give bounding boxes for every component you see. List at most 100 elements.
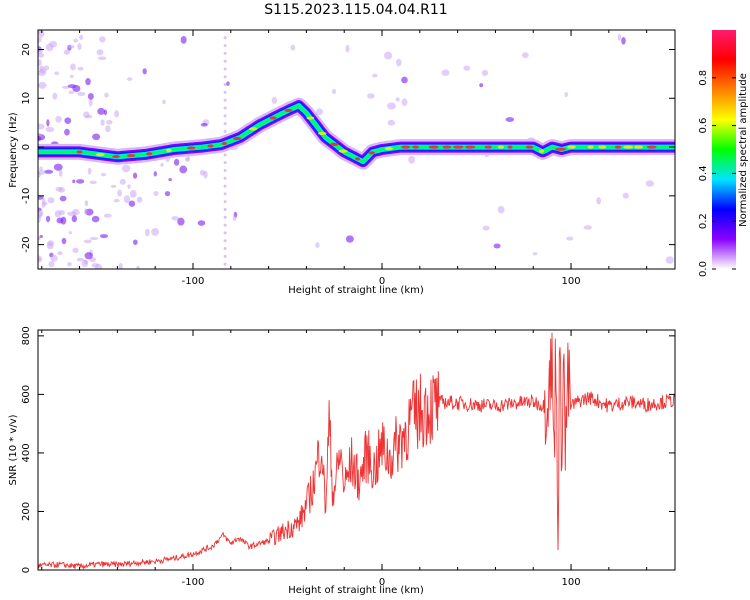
colorbar-tick-label: 0.8	[698, 70, 709, 86]
spectrogram-speckle	[58, 169, 63, 177]
spectrogram-speckle	[128, 200, 136, 207]
spectrogram-speckle	[84, 200, 89, 207]
spectrogram-speckle	[61, 237, 67, 245]
snr-y-label: SNR (10 * v/v)	[8, 414, 19, 485]
spectrogram-hotspot	[338, 149, 348, 153]
spectrogram-speckle	[223, 106, 227, 110]
spectrogram-speckle	[96, 49, 104, 56]
spectrogram-hotspot	[587, 145, 594, 149]
spectrogram-hotspot	[623, 145, 634, 149]
spectrogram-speckle	[521, 52, 529, 59]
spectrogram-speckle	[481, 69, 489, 77]
spectrogram-speckle	[180, 35, 187, 44]
spectrogram-speckle	[396, 58, 402, 67]
spectrogram-speckle	[121, 164, 131, 173]
spectrogram-hotspot	[221, 141, 228, 146]
figure-title: S115.2023.115.04.04.R11	[264, 2, 447, 18]
spectrogram-x-ticks: -100 0 100	[41, 30, 648, 287]
spectrogram-speckle	[223, 67, 227, 71]
colorbar-tick-label: 0.4	[698, 165, 709, 181]
spectrogram-speckle	[223, 59, 227, 63]
spectrogram-speckle	[153, 171, 157, 177]
spectrogram-speckle	[53, 163, 63, 171]
spectrogram-speckle	[91, 262, 99, 268]
spectrogram-speckle	[505, 117, 515, 122]
spectrogram-speckle	[92, 133, 101, 141]
spectrogram-hotspot	[614, 145, 622, 149]
spectrogram-speckle	[83, 239, 92, 244]
snr-panel: -100 0 100 0 200 400 600 800 Height of straigh…	[8, 326, 676, 596]
spectrogram-speckle	[49, 41, 58, 48]
spectrogram-speckle	[48, 261, 55, 268]
spectrogram-speckle	[67, 261, 72, 267]
spectrogram-speckle	[45, 215, 51, 223]
spectrogram-speckle	[223, 153, 227, 157]
spectrogram-y-tick-label: 0	[21, 144, 32, 150]
spectrogram-speckle	[45, 126, 55, 133]
snr-x-tick-label: 100	[561, 577, 580, 588]
spectrogram-speckle	[39, 166, 43, 171]
spectrogram-speckle	[76, 179, 85, 184]
spectrogram-speckle	[38, 257, 41, 261]
spectrogram-speckle	[99, 234, 109, 239]
spectrogram-speckle	[38, 52, 45, 58]
spectrogram-speckle	[223, 51, 227, 55]
spectrogram-hotspot	[146, 152, 153, 156]
spectrogram-speckle	[41, 201, 46, 208]
spectrogram-hotspot	[318, 131, 327, 135]
spectrogram-hotspot	[633, 145, 644, 149]
spectrogram-speckle	[38, 135, 42, 142]
spectrogram-speckle	[617, 33, 622, 41]
spectrogram-speckle	[57, 251, 63, 256]
spectrogram-hotspot	[428, 145, 439, 149]
spectrogram-speckle	[38, 81, 47, 89]
spectrogram-speckle	[179, 165, 188, 174]
spectrogram-speckle	[119, 178, 126, 185]
spectrogram-speckle	[38, 195, 44, 200]
spectrogram-speckle	[223, 36, 227, 40]
colorbar-tick-label: 0.0	[698, 261, 709, 277]
spectrogram-x-label: Height of straight line (km)	[288, 285, 424, 296]
snr-y-tick-label: 600	[21, 385, 32, 404]
spectrogram-speckle	[87, 167, 92, 175]
spectrogram-speckle	[223, 184, 227, 188]
spectrogram-speckle	[103, 213, 112, 218]
spectrogram-speckle	[113, 198, 120, 203]
spectrogram-y-tick-label: -20	[21, 236, 32, 252]
spectrogram-speckle	[564, 91, 568, 98]
spectrogram-speckle	[88, 98, 93, 107]
spectrogram-speckle	[69, 74, 74, 78]
spectrogram-speckle	[104, 92, 109, 98]
spectrogram-speckle	[59, 195, 67, 202]
spectrogram-speckle	[223, 44, 227, 48]
spectrogram-speckle	[383, 51, 393, 60]
spectrogram-speckle	[395, 97, 400, 102]
spectrogram-speckle	[72, 247, 79, 254]
spectrogram-hotspot	[442, 145, 452, 149]
spectrogram-speckle	[497, 205, 505, 214]
spectrogram-speckle	[38, 36, 42, 43]
spectrogram-speckle	[46, 242, 54, 250]
spectrogram-speckle	[345, 235, 354, 243]
spectrogram-speckle	[67, 211, 77, 216]
spectrogram-speckle	[79, 34, 84, 40]
spectrogram-speckle	[345, 44, 350, 53]
spectrogram-speckle	[622, 192, 629, 199]
snr-y-tick-label: 0	[21, 567, 32, 573]
spectrogram-speckle	[401, 98, 408, 106]
spectrogram-speckle	[482, 225, 490, 231]
spectrogram-speckle	[645, 180, 654, 187]
spectrogram-speckle	[223, 223, 227, 227]
spectrogram-speckle	[199, 169, 206, 176]
snr-y-tick-label: 400	[21, 443, 32, 462]
spectrogram-speckle	[171, 216, 179, 221]
spectrogram-hotspot	[538, 149, 545, 153]
spectrogram-speckle	[223, 176, 227, 180]
spectrogram-speckle	[197, 220, 206, 226]
spectrogram-speckle	[77, 66, 84, 71]
spectrogram-speckle	[223, 192, 227, 196]
spectrogram-speckle	[583, 225, 592, 230]
spectrogram-hotspot	[598, 145, 607, 149]
spectrogram-speckle	[50, 254, 58, 262]
spectrogram-speckle	[52, 92, 58, 100]
